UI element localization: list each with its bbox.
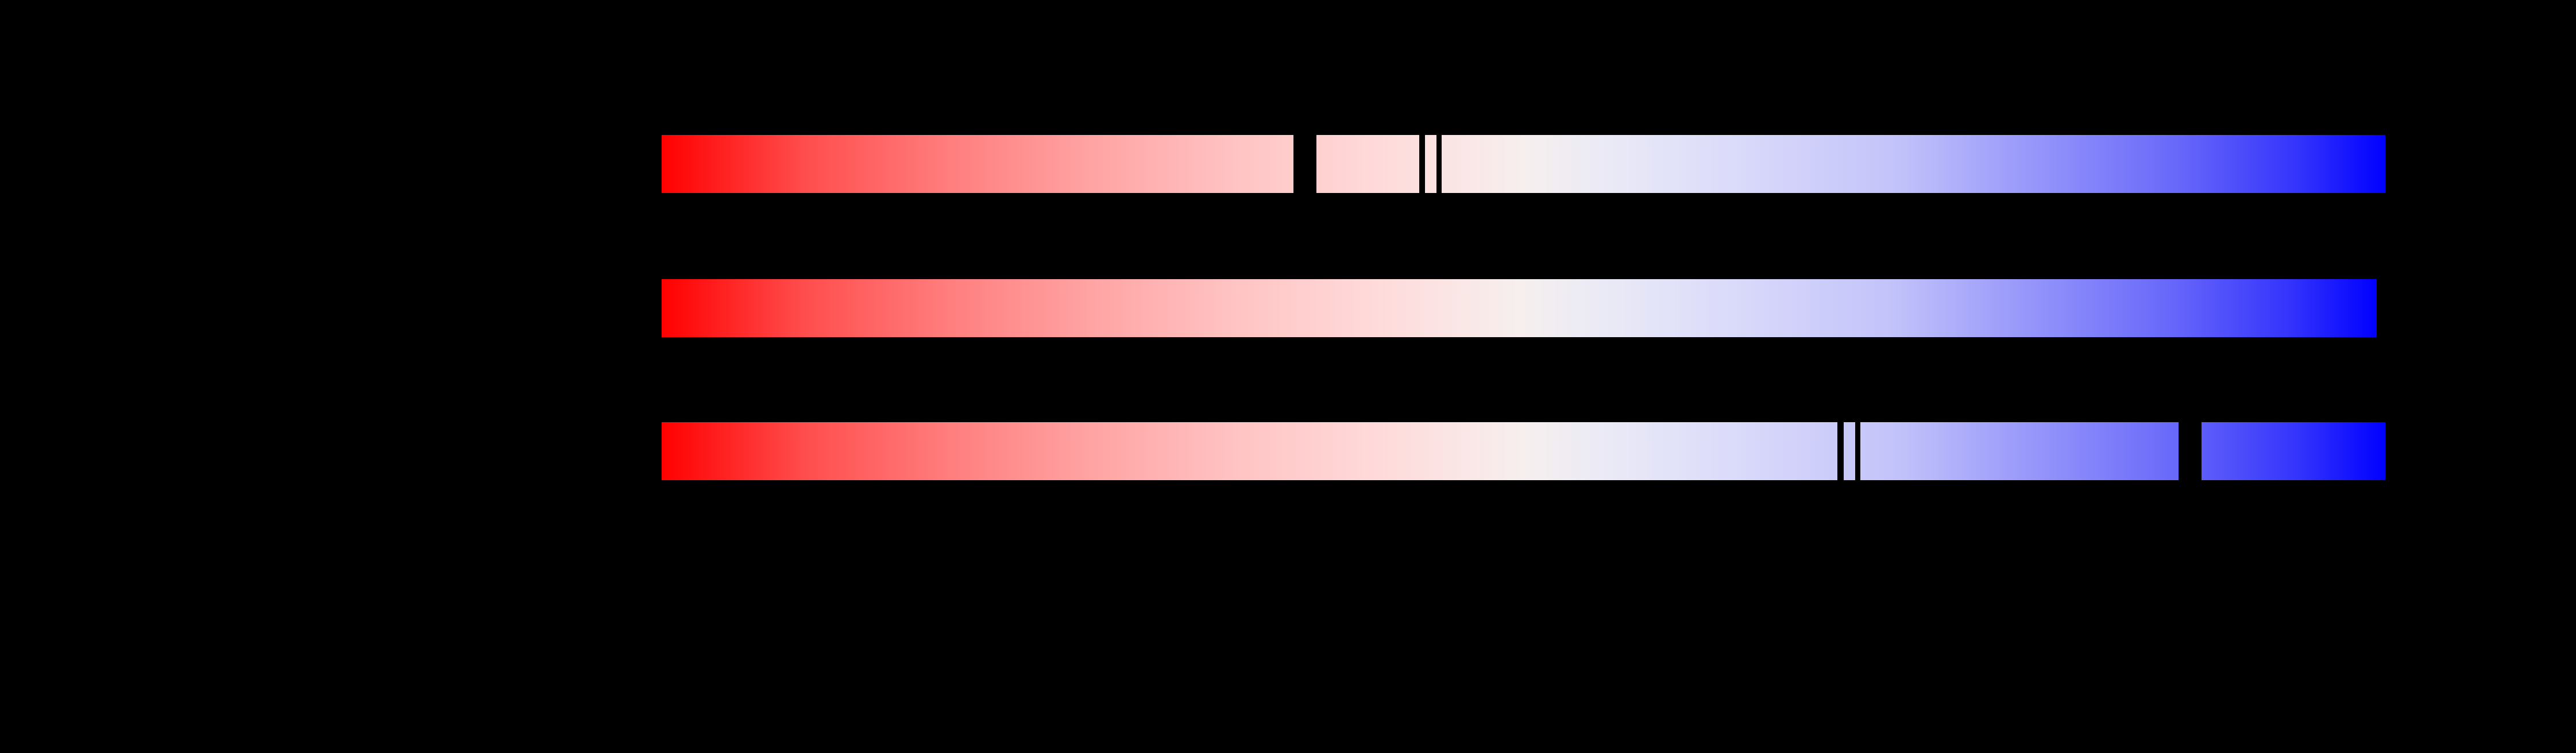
gradient-bar-2: [662, 279, 2377, 337]
bar-gap: [1837, 422, 1844, 481]
bar-gap: [2179, 422, 2202, 481]
gradient-bar-3: [662, 422, 2385, 481]
bar-gap: [1855, 422, 1860, 481]
bar-gap: [1419, 134, 1425, 194]
gradient-bar-1: [662, 134, 2385, 194]
bar-gap: [1293, 134, 1316, 194]
bar-gap: [1436, 134, 1442, 194]
